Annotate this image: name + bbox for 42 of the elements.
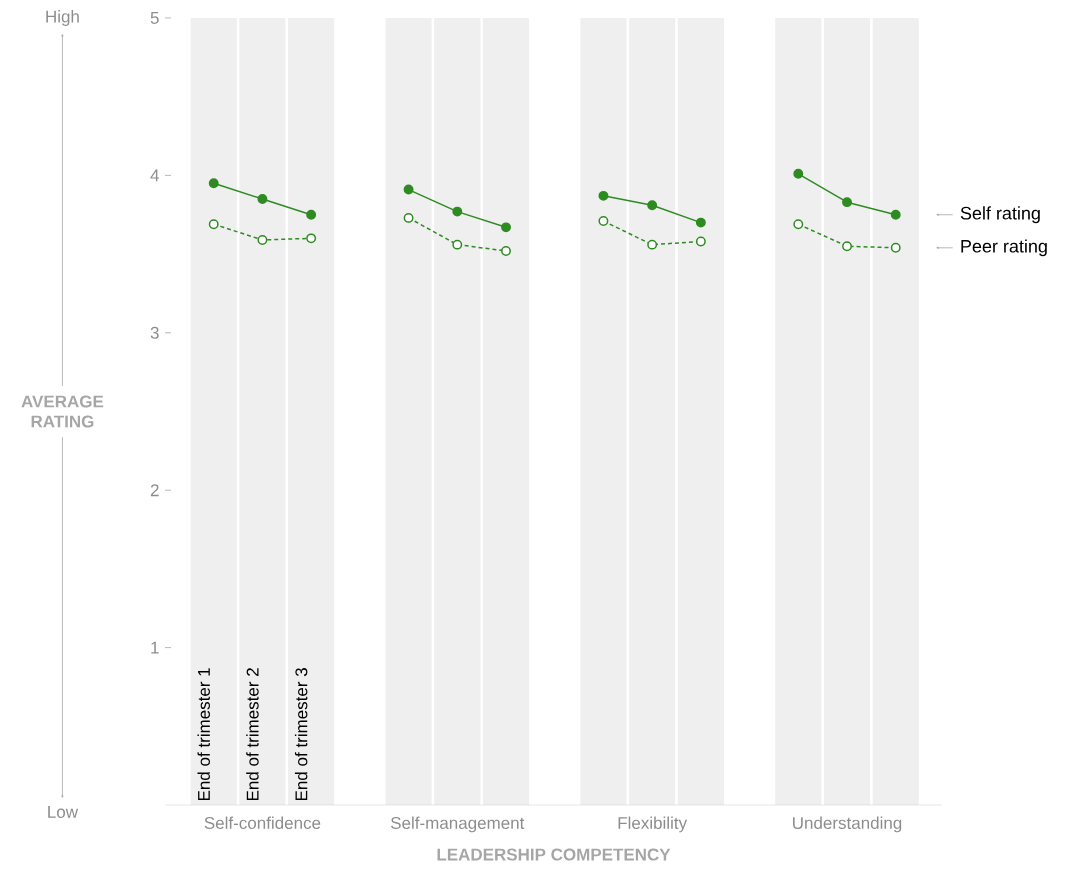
text: Self-management [390,816,525,833]
point [598,190,609,201]
point [403,212,414,223]
y-tick-label: 4 [150,169,159,182]
point [452,239,463,250]
text: Peer rating [961,239,1047,257]
text: Self-confidence [204,816,321,830]
point [501,222,511,233]
text: Flexibility [618,816,688,833]
point [842,241,852,252]
point [452,206,463,217]
point [403,184,414,195]
x-tick-label: End of trimester 1 [197,668,210,801]
text: High [46,10,79,26]
point [842,197,852,208]
y-tick-label: 2 [150,484,159,497]
point [306,233,317,244]
point [890,242,901,253]
y-tick-label: 5 [150,12,159,24]
point [647,239,658,250]
point [257,234,268,245]
point [890,209,901,220]
point [647,200,658,211]
point [793,168,804,179]
point [208,219,219,230]
text: Low [48,806,79,818]
y-tick-label: 1 [151,641,159,654]
y-axis-title: AVERAGE RATING [21,395,104,428]
x-tick-label: End of trimester 2 [246,668,259,801]
x-tick-label: End of trimester 3 [294,668,308,801]
text: Self rating [960,206,1040,224]
point [208,178,219,189]
x-axis-title: LEADERSHIP COMPETENCY [437,848,671,861]
point [793,219,804,230]
point [306,209,317,220]
point [598,216,609,226]
y-tick-label: 3 [150,326,159,339]
point [695,236,706,247]
point [501,246,511,256]
text: Understanding [793,816,902,833]
point [695,217,706,228]
point [257,194,268,204]
